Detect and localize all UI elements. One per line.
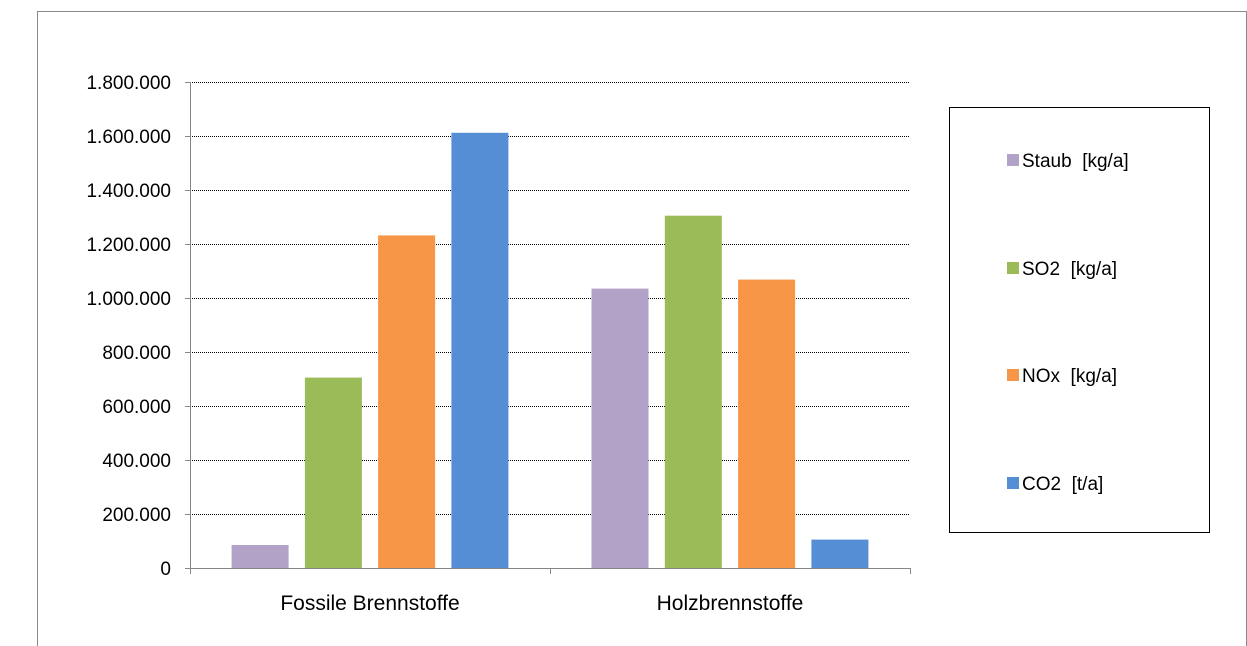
gridlines bbox=[190, 82, 910, 515]
axes bbox=[185, 82, 911, 574]
bars bbox=[231, 132, 869, 569]
y-tick-label: 600.000 bbox=[102, 397, 171, 418]
legend: Staub [kg/a] SO2 [kg/a] NOx [kg/a] CO2 [t/a… bbox=[1007, 151, 1129, 495]
y-tick-label: 800.000 bbox=[102, 343, 171, 364]
y-tick-label: 400.000 bbox=[102, 451, 171, 472]
legend-swatch bbox=[1007, 477, 1019, 489]
legend-entry: NOx [kg/a] bbox=[1022, 366, 1117, 387]
y-tick-label: 1.800.000 bbox=[86, 73, 171, 94]
x-tick-label: Holzbrennstoffe bbox=[657, 592, 804, 615]
legend-box bbox=[949, 107, 1210, 533]
y-tick-labels: 0 200.000 400.000 600.000 800.000 1.000.000 1.… bbox=[86, 73, 171, 580]
legend-entry: SO2 [kg/a] bbox=[1022, 259, 1117, 280]
y-tick-label: 0 bbox=[160, 559, 171, 580]
bar bbox=[451, 132, 509, 569]
bar bbox=[304, 377, 362, 568]
y-tick-label: 1.200.000 bbox=[86, 235, 171, 256]
bar bbox=[231, 545, 289, 568]
y-tick-label: 1.000.000 bbox=[86, 289, 171, 310]
bar bbox=[738, 279, 796, 568]
bar bbox=[591, 288, 649, 568]
legend-swatch bbox=[1007, 154, 1019, 166]
bar bbox=[811, 539, 869, 568]
legend-entry: Staub [kg/a] bbox=[1022, 151, 1129, 172]
legend-swatch bbox=[1007, 369, 1019, 381]
y-tick-label: 200.000 bbox=[102, 505, 171, 526]
y-tick-label: 1.600.000 bbox=[86, 127, 171, 148]
bar bbox=[378, 235, 436, 568]
bar bbox=[664, 215, 722, 568]
legend-entry: CO2 [t/a] bbox=[1022, 474, 1103, 495]
x-tick-labels: Fossile Brennstoffe Holzbrennstoffe bbox=[280, 592, 803, 615]
x-tick-label: Fossile Brennstoffe bbox=[280, 592, 459, 615]
legend-swatch bbox=[1007, 262, 1019, 274]
y-tick-label: 1.400.000 bbox=[86, 181, 171, 202]
